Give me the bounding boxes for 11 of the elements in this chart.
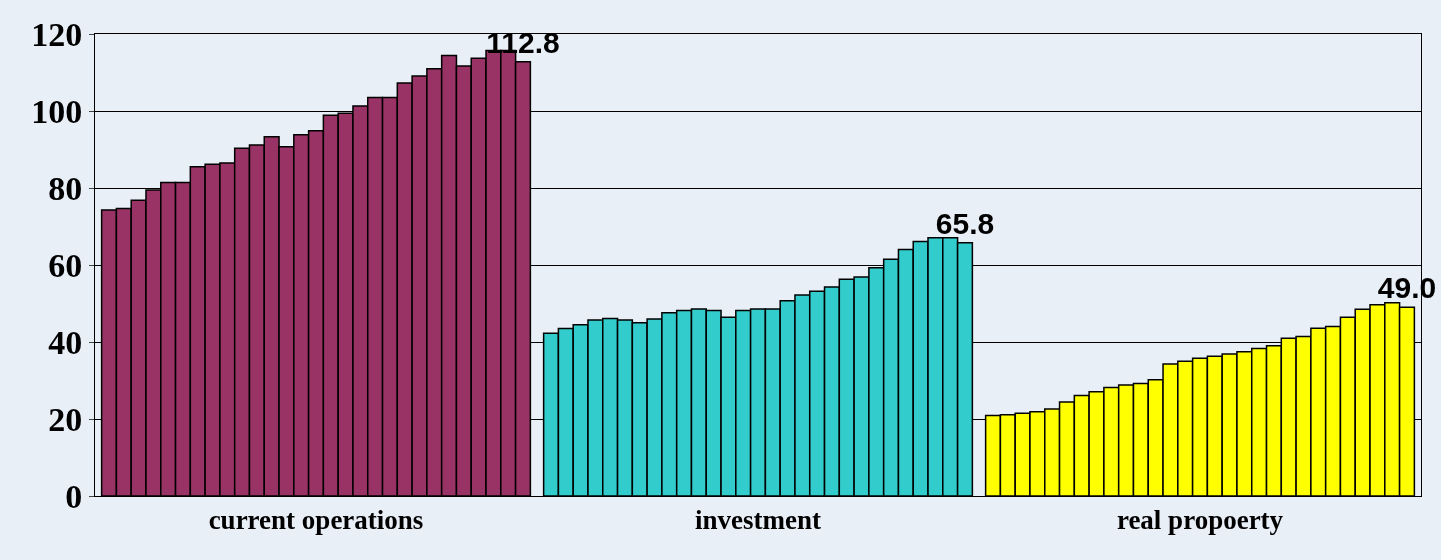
data-label: 65.8 [935,206,995,240]
y-tick-label: 80 [48,169,83,207]
y-tick-label: 100 [31,92,83,130]
y-tick-label: 60 [48,246,83,284]
y-tick-label: 0 [65,477,83,515]
y-tick-label: 120 [31,15,83,53]
y-tick-label: 20 [48,400,83,438]
x-tick-label: current operations [208,505,424,536]
y-tick-label: 40 [48,323,83,361]
x-tick-label: real propoerty [1116,505,1284,536]
x-tick-label: investment [695,505,821,536]
